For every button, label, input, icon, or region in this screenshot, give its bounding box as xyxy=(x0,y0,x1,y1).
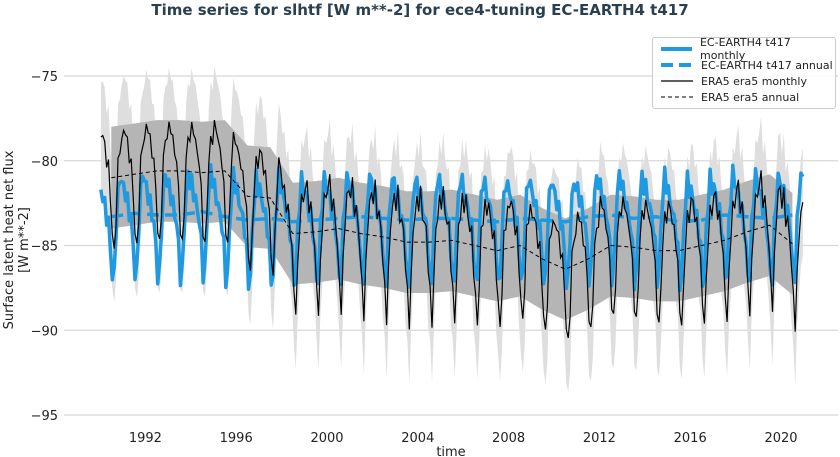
y-tick-label: −80 xyxy=(31,155,58,170)
x-tick-label: 2016 xyxy=(674,431,707,446)
x-tick-label: 2004 xyxy=(401,431,434,446)
x-tick-label: 1996 xyxy=(220,431,253,446)
legend-item-model-annual: EC-EARTH4 t417 annual xyxy=(661,57,833,73)
legend-item-era5-annual: ERA5 era5 annual xyxy=(661,89,799,105)
era5-monthly-line xyxy=(100,120,804,339)
x-tick-label: 2000 xyxy=(310,431,343,446)
model-monthly-line xyxy=(99,163,805,293)
x-tick-label: 2020 xyxy=(764,431,797,446)
x-tick-label: 2008 xyxy=(492,431,525,446)
y-tick-label: −90 xyxy=(31,324,58,339)
legend-item-era5-monthly: ERA5 era5 monthly xyxy=(661,73,807,89)
x-axis-label: time xyxy=(436,445,465,457)
y-tick-label: −75 xyxy=(31,70,58,85)
y-axis-label: Surface latent heat net flux xyxy=(2,150,17,329)
legend-label: EC-EARTH4 t417 annual xyxy=(701,58,833,72)
legend-label: EC-EARTH4 t417 monthly xyxy=(699,36,791,62)
legend: EC-EARTH4 t417 monthly EC-EARTH4 t417 an… xyxy=(652,36,836,109)
chart-title: Time series for slhtf [W m**-2] for ece4… xyxy=(151,1,689,19)
y-tick-label: −85 xyxy=(31,240,58,255)
x-tick-label: 2012 xyxy=(583,431,616,446)
era5-annual-line xyxy=(111,170,793,270)
legend-label: ERA5 era5 annual xyxy=(701,90,800,104)
y-tick-label: −95 xyxy=(31,409,58,424)
legend-label: ERA5 era5 monthly xyxy=(701,74,807,88)
legend-item-model-monthly: EC-EARTH4 t417 monthly xyxy=(661,36,835,62)
y-axis-label: [W m**-2] xyxy=(17,207,32,273)
x-tick-label: 1992 xyxy=(129,431,162,446)
